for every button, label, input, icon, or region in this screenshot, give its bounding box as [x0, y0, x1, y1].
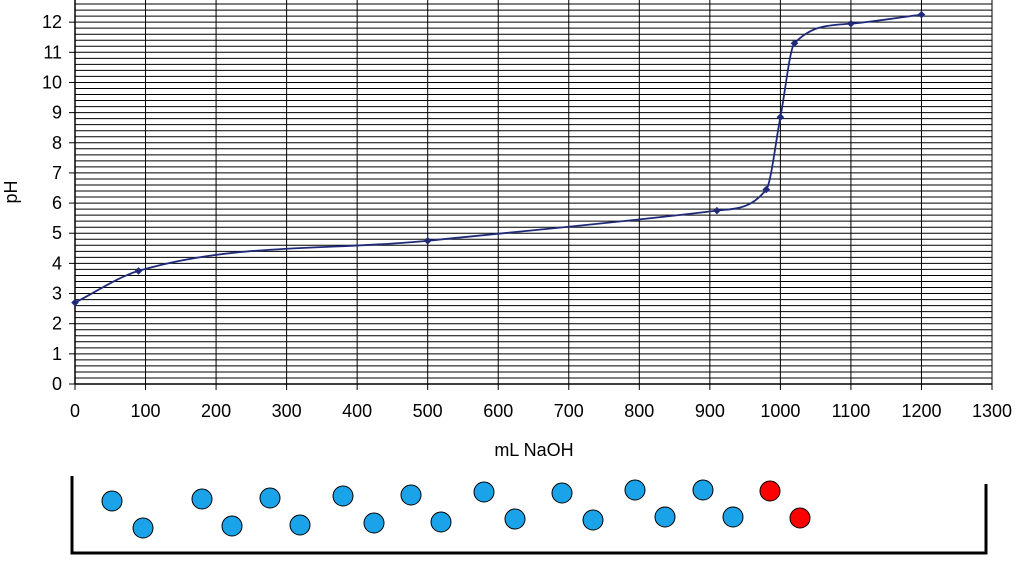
blue-particle — [654, 506, 676, 528]
y-tick-label: 0 — [52, 374, 62, 394]
blue-particle — [259, 487, 281, 509]
data-point — [790, 39, 799, 48]
y-tick-label: 5 — [52, 223, 62, 243]
data-point — [917, 10, 926, 19]
blue-particle — [473, 481, 495, 503]
axes — [69, 0, 993, 390]
blue-particle — [363, 512, 385, 534]
x-tick-label: 0 — [70, 401, 80, 421]
y-tick-label: 1 — [52, 344, 62, 364]
y-tick-label: 10 — [42, 72, 62, 92]
y-tick-label: 12 — [42, 12, 62, 32]
y-tick-labels: 012345678910111213 — [42, 0, 62, 394]
x-tick-labels: 0 100 200 300 400 500 600 700 800 900 1000 1100 1200… — [70, 401, 1012, 421]
x-tick-label: 600 — [483, 401, 513, 421]
x-tick-label: 400 — [342, 401, 372, 421]
x-tick-label: 300 — [272, 401, 302, 421]
y-tick-label: 11 — [43, 42, 62, 62]
x-tick-label: 1100 — [832, 401, 871, 421]
beaker — [70, 476, 988, 555]
data-point — [71, 298, 79, 307]
data-point — [713, 206, 721, 215]
blue-particle — [132, 517, 154, 539]
y-tick-label: 6 — [52, 193, 62, 213]
series — [71, 10, 926, 307]
x-tick-label: 1300 — [972, 401, 1012, 421]
data-point — [776, 113, 785, 121]
x-tick-label: 700 — [554, 401, 584, 421]
x-tick-label: 800 — [624, 401, 654, 421]
blue-particle — [191, 488, 213, 510]
y-axis-title: pH — [1, 180, 21, 203]
blue-particle — [101, 490, 123, 512]
blue-particle — [289, 514, 311, 536]
y-tick-label: 2 — [52, 314, 62, 334]
y-tick-label: 8 — [52, 133, 62, 153]
blue-particle — [430, 511, 452, 533]
data-point — [423, 236, 432, 245]
blue-particle — [504, 508, 526, 530]
x-tick-label: 100 — [131, 401, 161, 421]
data-point — [762, 185, 771, 194]
particles — [101, 479, 811, 539]
red-particle — [789, 507, 811, 529]
y-tick-label: 4 — [52, 253, 62, 273]
x-tick-label: 500 — [413, 401, 443, 421]
data-point — [134, 267, 143, 275]
blue-particle — [624, 479, 646, 501]
blue-particle — [582, 509, 604, 531]
y-tick-label: 7 — [52, 163, 62, 183]
x-tick-label: 1000 — [760, 401, 800, 421]
x-axis-title: mL NaOH — [494, 440, 573, 460]
blue-particle — [221, 515, 243, 537]
y-tick-label: 3 — [52, 284, 62, 304]
beaker-outline — [70, 476, 988, 555]
blue-particle — [400, 484, 422, 506]
grid — [75, 0, 993, 384]
x-tick-label: 900 — [695, 401, 725, 421]
x-tick-label: 1200 — [901, 401, 941, 421]
red-particle — [759, 480, 781, 502]
blue-particle — [722, 506, 744, 528]
blue-particle — [551, 482, 573, 504]
data-point — [847, 19, 855, 28]
y-tick-label: 9 — [52, 103, 62, 123]
x-tick-label: 200 — [201, 401, 231, 421]
y-tick-label: 13 — [42, 0, 62, 2]
blue-particle — [332, 485, 354, 507]
blue-particle — [692, 479, 714, 501]
